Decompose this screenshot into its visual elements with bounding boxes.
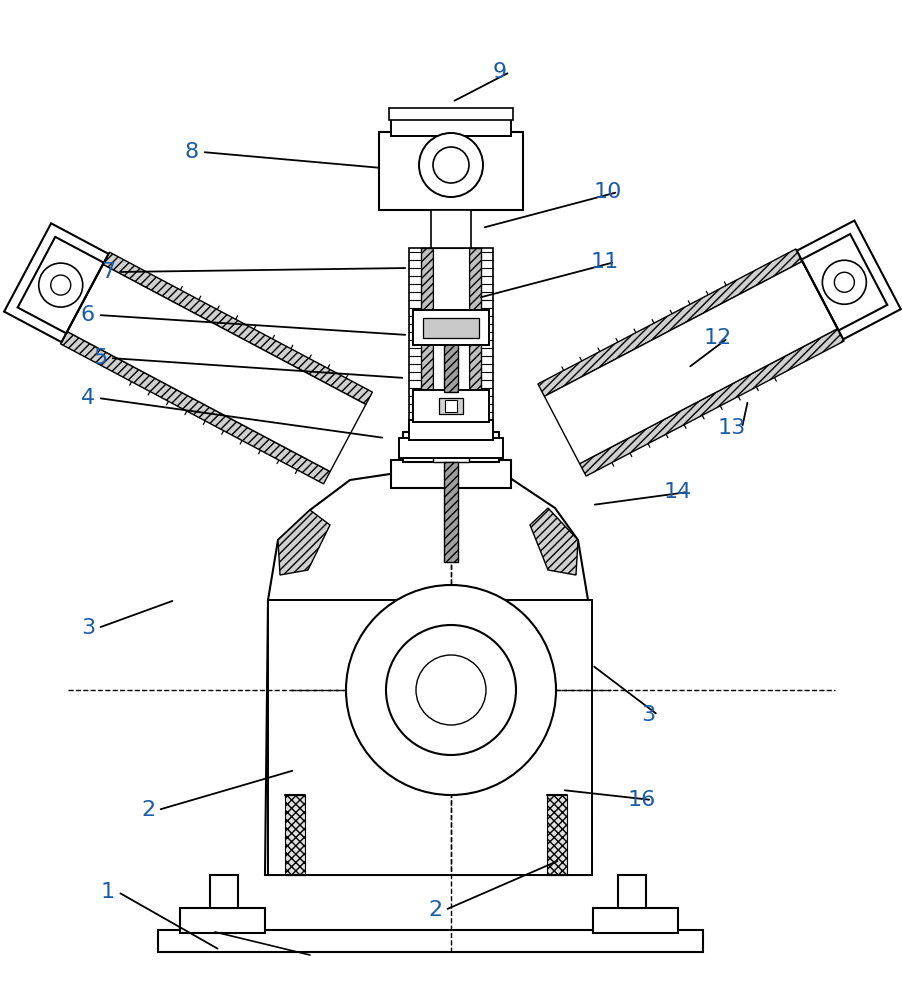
Bar bbox=[391, 460, 511, 488]
Bar bbox=[547, 795, 567, 875]
Polygon shape bbox=[60, 332, 330, 484]
Circle shape bbox=[834, 272, 854, 292]
Bar bbox=[210, 875, 238, 908]
Text: 3: 3 bbox=[81, 618, 95, 638]
Bar bbox=[413, 310, 489, 345]
Circle shape bbox=[416, 655, 486, 725]
Polygon shape bbox=[67, 264, 366, 472]
Bar bbox=[158, 930, 703, 952]
Bar bbox=[399, 438, 503, 458]
Text: 2: 2 bbox=[141, 800, 155, 820]
Bar bbox=[444, 462, 458, 562]
Text: 11: 11 bbox=[591, 252, 619, 272]
Bar bbox=[618, 875, 646, 908]
Text: 3: 3 bbox=[641, 705, 655, 725]
Text: 10: 10 bbox=[594, 182, 622, 202]
Bar bbox=[445, 400, 457, 412]
Text: 1: 1 bbox=[101, 882, 115, 902]
Text: 13: 13 bbox=[718, 418, 746, 438]
Text: 8: 8 bbox=[185, 142, 199, 162]
Circle shape bbox=[51, 275, 70, 295]
Bar bbox=[423, 318, 479, 338]
Text: 6: 6 bbox=[81, 305, 95, 325]
Bar bbox=[268, 600, 592, 875]
Bar bbox=[409, 420, 493, 440]
Polygon shape bbox=[278, 510, 330, 575]
Polygon shape bbox=[530, 508, 578, 575]
Bar bbox=[413, 390, 489, 422]
Bar bbox=[379, 132, 523, 210]
Bar bbox=[421, 248, 433, 433]
Bar bbox=[409, 248, 493, 440]
Bar bbox=[433, 248, 469, 433]
Polygon shape bbox=[18, 237, 104, 333]
Polygon shape bbox=[580, 329, 844, 476]
Bar bbox=[180, 908, 265, 933]
Text: 16: 16 bbox=[628, 790, 656, 810]
Bar bbox=[593, 908, 678, 933]
Circle shape bbox=[433, 147, 469, 183]
Circle shape bbox=[386, 625, 516, 755]
Polygon shape bbox=[802, 234, 888, 330]
Text: 7: 7 bbox=[101, 262, 115, 282]
Circle shape bbox=[39, 263, 83, 307]
Bar bbox=[433, 440, 469, 462]
Circle shape bbox=[346, 585, 556, 795]
Text: 5: 5 bbox=[93, 348, 107, 368]
Text: 2: 2 bbox=[428, 900, 442, 920]
Bar bbox=[391, 118, 511, 136]
Bar bbox=[431, 210, 471, 248]
Circle shape bbox=[823, 260, 866, 304]
Bar bbox=[444, 340, 458, 392]
Text: 12: 12 bbox=[704, 328, 732, 348]
Text: 14: 14 bbox=[664, 482, 692, 502]
Text: 4: 4 bbox=[81, 388, 95, 408]
Circle shape bbox=[419, 133, 483, 197]
Bar bbox=[285, 795, 305, 875]
Polygon shape bbox=[538, 249, 803, 396]
Polygon shape bbox=[103, 252, 373, 404]
Bar bbox=[469, 248, 481, 433]
Polygon shape bbox=[545, 261, 838, 464]
Bar bbox=[439, 398, 463, 414]
Text: 9: 9 bbox=[492, 62, 507, 82]
Polygon shape bbox=[265, 468, 592, 875]
Bar bbox=[403, 432, 499, 462]
Bar bbox=[389, 108, 513, 120]
